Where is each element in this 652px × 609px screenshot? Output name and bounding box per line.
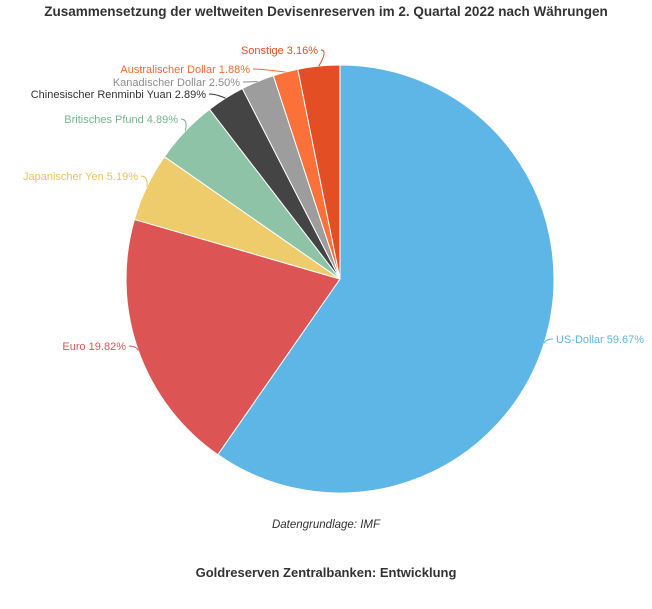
leader-line <box>318 49 325 67</box>
next-section-heading: Goldreserven Zentralbanken: Entwicklung <box>195 565 457 580</box>
leader-line <box>140 175 148 187</box>
slice-label: US-Dollar 59.67% <box>556 334 644 346</box>
pie-slice <box>297 64 341 280</box>
chart-title: Zusammensetzung der weltweiten Devisenre… <box>44 4 608 19</box>
slice-label: Japanischer Yen 5.19% <box>23 171 138 183</box>
leader-line <box>180 118 187 132</box>
pie-slices <box>125 64 555 494</box>
source-note: Datengrundlage: IMF <box>271 519 381 531</box>
leader-line <box>128 345 139 351</box>
leader-line <box>242 80 258 83</box>
pie-slice <box>217 64 555 494</box>
slice-label: Britisches Pfund 4.89% <box>64 114 178 126</box>
slice-label: Chinesischer Renminbi Yuan 2.89% <box>31 89 207 101</box>
leader-line <box>208 93 226 99</box>
label-leader-lines <box>128 49 554 351</box>
slice-label: Sonstige 3.16% <box>241 45 318 57</box>
leader-line <box>252 68 286 73</box>
leader-line <box>543 338 554 344</box>
slice-labels: US-Dollar 59.67% Euro 19.82% Japanischer Y… <box>23 45 644 353</box>
slice-label: Australischer Dollar 1.88% <box>120 64 250 76</box>
slice-label: Kanadischer Dollar 2.50% <box>113 77 240 89</box>
slice-label: Euro 19.82% <box>62 341 126 353</box>
